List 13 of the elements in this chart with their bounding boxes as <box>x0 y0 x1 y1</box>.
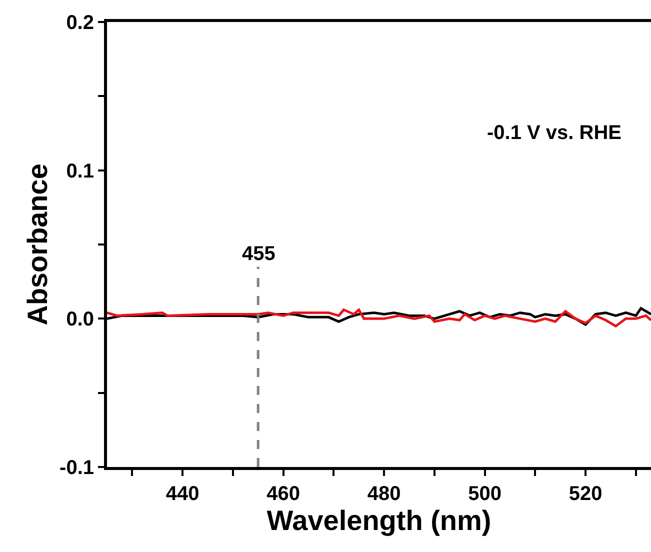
ref-line-label: 455 <box>242 243 276 265</box>
y-tick-label: 0.1 <box>66 160 94 182</box>
x-tick-label: 520 <box>568 483 602 505</box>
y-tick-label: -0.1 <box>60 457 94 479</box>
x-tick-label: 440 <box>166 483 200 505</box>
annotation: -0.1 V vs. RHE <box>487 122 622 144</box>
x-tick-label: 460 <box>266 483 300 505</box>
y-tick-label: 0.0 <box>66 308 94 331</box>
x-axis-title: Wavelength (nm) <box>266 505 492 536</box>
y-axis-title: Absorbance <box>22 164 54 326</box>
y-tick-label: 0.2 <box>66 12 94 34</box>
x-tick-label: 480 <box>367 483 401 505</box>
x-tick-label: 500 <box>468 483 502 505</box>
